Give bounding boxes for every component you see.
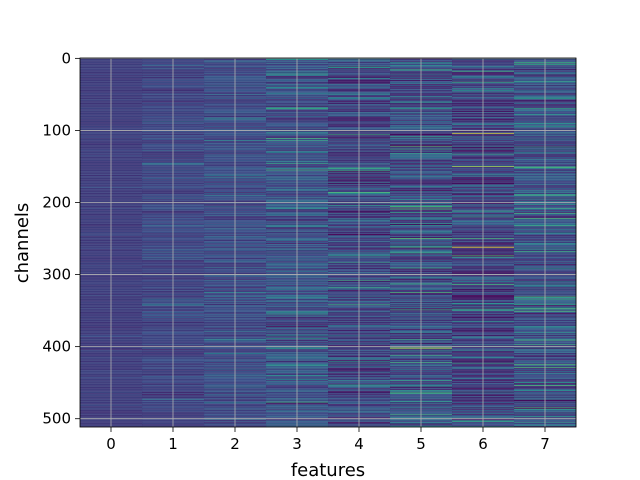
y-tick-label: 400 xyxy=(42,338,71,356)
x-tick-label: 3 xyxy=(292,435,302,453)
y-tick-label: 200 xyxy=(42,194,71,212)
x-tick-label: 0 xyxy=(106,435,116,453)
y-axis-label: channels xyxy=(12,203,33,284)
x-tick-label: 4 xyxy=(354,435,364,453)
y-tick-label: 500 xyxy=(42,410,71,428)
grid-lines xyxy=(80,57,576,427)
y-tick-label: 0 xyxy=(61,49,71,67)
x-axis-ticks: 0 1 2 3 4 5 6 7 xyxy=(106,427,550,453)
heatmap-cells xyxy=(80,58,577,428)
x-tick-label: 5 xyxy=(416,435,426,453)
x-tick-label: 2 xyxy=(230,435,240,453)
y-tick-label: 300 xyxy=(42,266,71,284)
x-tick-label: 1 xyxy=(168,435,178,453)
x-axis-label: features xyxy=(291,460,365,480)
plot-frame xyxy=(79,57,577,428)
x-tick-label: 6 xyxy=(478,435,488,453)
y-axis-ticks: 0 100 200 300 400 500 xyxy=(42,49,80,428)
y-tick-label: 100 xyxy=(42,121,71,139)
x-tick-label: 7 xyxy=(540,435,550,453)
